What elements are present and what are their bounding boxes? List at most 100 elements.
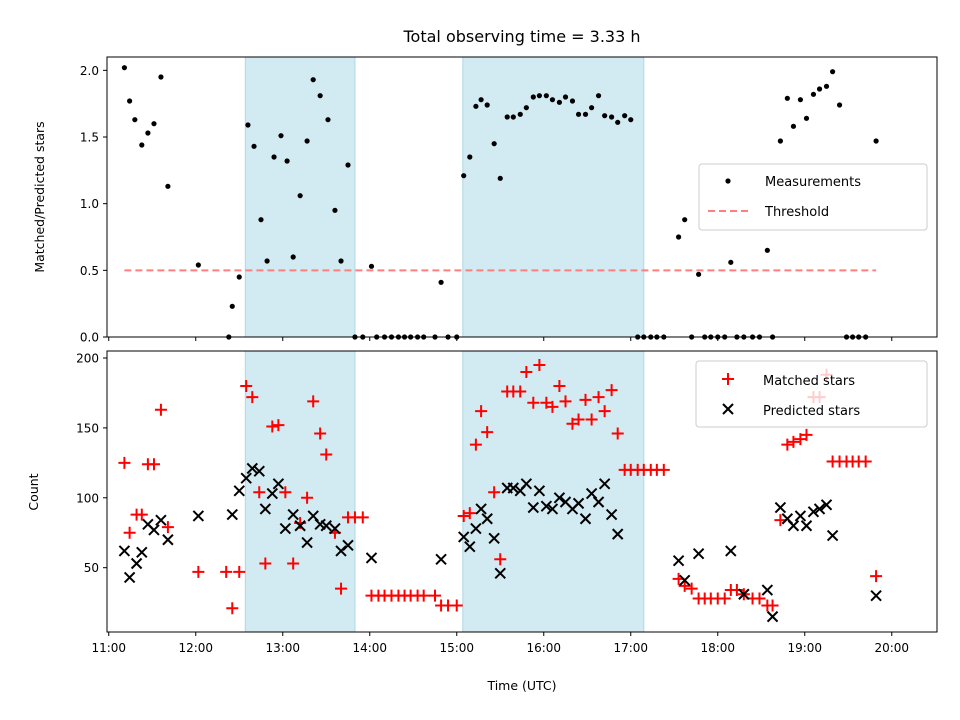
measurement-point (127, 98, 133, 104)
measurement-point (728, 259, 734, 265)
y-axis-ticks: 50 100 150 200 (76, 351, 107, 575)
x-tick-label: 11:00 (91, 641, 126, 655)
predicted-star-point (553, 492, 566, 504)
measurement-point (461, 173, 467, 179)
matched-star-point (540, 396, 553, 409)
matched-star-point (611, 427, 624, 440)
matched-star-point (559, 395, 572, 408)
predicted-star-point (226, 508, 238, 521)
matched-star-point (279, 486, 292, 499)
predicted-star-point (123, 571, 136, 584)
measurement-point (615, 119, 621, 125)
predicted-star-point (272, 478, 285, 490)
predicted-star-point (320, 520, 332, 532)
y-tick-label: 0.5 (80, 264, 99, 278)
measurement-point (589, 105, 595, 111)
matched-star-point (246, 391, 259, 404)
matched-star-point (572, 413, 585, 426)
matched-star-point (870, 570, 883, 583)
x-tick-label: 20:00 (874, 641, 909, 655)
measurement-point (132, 117, 138, 123)
count-panel: 11:00 12:00 13:00 14:00 15:00 16:00 17:00 18:00… (26, 350, 938, 693)
measurement-point (290, 254, 296, 260)
predicted-star-point (192, 510, 205, 522)
matched-star-point (592, 391, 605, 404)
measurement-point (777, 138, 783, 144)
x-axis-ticks (108, 337, 893, 341)
predicted-star-point (579, 513, 592, 525)
matched-star-point (678, 579, 691, 592)
matched-star-point (417, 589, 430, 602)
matched-star-point (774, 514, 787, 527)
measurement-point (517, 111, 523, 117)
ratio-panel: 0.00.51.01.52.0 Matched/Predicted stars … (32, 56, 938, 345)
measurement-point (151, 121, 157, 127)
predicted-star-point (240, 472, 252, 484)
matched-star-point (463, 507, 476, 520)
measurement-point (271, 154, 277, 160)
predicted-star-point (678, 574, 691, 586)
y-tick-label: 2.0 (80, 64, 99, 78)
y-axis-label: Matched/Predicted stars (32, 121, 47, 272)
matched-star-point (766, 599, 779, 612)
x-tick-label: 19:00 (787, 641, 822, 655)
measurement-point (536, 93, 543, 99)
legend-predicted-marker (722, 403, 734, 415)
measurement-point (284, 158, 290, 164)
measurement-point (873, 138, 879, 144)
matched-star-point (320, 448, 333, 461)
matched-star-point (266, 420, 279, 433)
measurement-point (543, 93, 549, 99)
measurement-point (236, 274, 242, 280)
measurement-point (676, 234, 682, 240)
predicted-star-point (307, 510, 319, 522)
matched-star-point (356, 511, 369, 524)
measurement-point (569, 98, 576, 104)
measurement-point (549, 97, 556, 103)
measurement-point (628, 117, 634, 123)
matched-star-point (428, 589, 441, 602)
y-tick-label: 1.5 (80, 131, 99, 145)
matched-star-point (794, 433, 807, 446)
matched-star-point (259, 557, 272, 570)
measurement-point (368, 263, 375, 269)
measurement-point (195, 262, 201, 268)
predicted-star-point (794, 510, 807, 522)
matched-star-point (718, 592, 731, 605)
y-tick-label: 100 (76, 491, 99, 505)
matched-star-point (192, 565, 205, 578)
predicted-star-point (527, 501, 540, 514)
predicted-star-point (725, 545, 737, 557)
measurement-point (816, 86, 823, 92)
measurement-point (764, 247, 770, 253)
measurement-point (491, 141, 497, 147)
predicted-star-point (246, 462, 259, 475)
measurement-point (595, 93, 602, 99)
matched-star-point (781, 438, 794, 451)
chart-title: Total observing time = 3.33 h (402, 27, 640, 46)
predicted-star-point (475, 503, 487, 515)
matched-star-point (147, 458, 160, 471)
matched-star-point (546, 400, 559, 413)
measurement-point (810, 91, 817, 97)
predicted-star-point (266, 487, 279, 500)
matched-star-point (800, 428, 813, 441)
predicted-star-point (435, 553, 447, 566)
matched-star-point (579, 393, 592, 406)
measurement-point (497, 175, 503, 181)
y-axis-ticks: 0.0 0.5 1.0 1.5 2.0 (80, 64, 107, 345)
predicted-star-point (507, 482, 520, 494)
predicted-star-point (464, 541, 476, 553)
measurement-point (523, 105, 529, 111)
predicted-star-point (301, 536, 313, 549)
measurement-point (325, 117, 331, 123)
measurement-point (121, 65, 128, 71)
predicted-star-point (253, 465, 265, 477)
measurement-point (803, 115, 810, 121)
x-tick-label: 17:00 (613, 641, 648, 655)
axes-frame (106, 56, 938, 338)
matched-star-point (307, 395, 320, 408)
predicted-star-point (488, 532, 500, 545)
predicted-star-point (342, 539, 354, 552)
